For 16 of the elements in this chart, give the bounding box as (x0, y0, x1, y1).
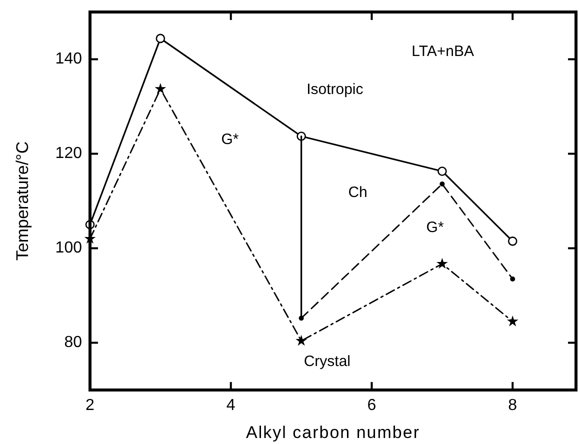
y-tick-label: 120 (55, 144, 82, 162)
x-tick-label: 8 (508, 397, 518, 414)
annotation: Ch (348, 184, 368, 202)
y-tick-label: 80 (64, 334, 82, 351)
x-tick-label: 2 (86, 397, 95, 414)
annotation: Crystal (304, 352, 351, 370)
y-axis-title: Temperature/°C (13, 141, 32, 261)
annotation: LTA+nBA (412, 43, 474, 60)
y-tick-label: 140 (55, 50, 82, 68)
x-axis-title: Alkyl carbon number (246, 423, 420, 442)
y-tick-label: 100 (55, 239, 82, 256)
x-tick-label: 4 (226, 397, 236, 414)
annotation: G* (221, 131, 239, 148)
annotation: Isotropic (306, 80, 364, 98)
annotation: G* (426, 218, 444, 236)
x-tick-label: 6 (367, 397, 376, 414)
